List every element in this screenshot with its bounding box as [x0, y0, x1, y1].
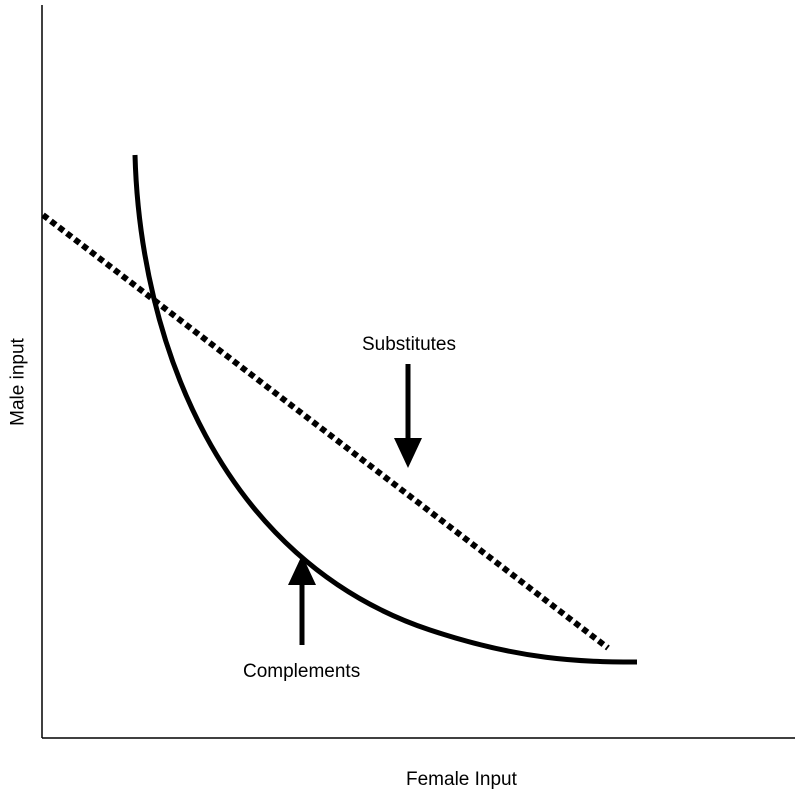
substitutes-arrow [394, 364, 422, 468]
complements-arrow [288, 555, 316, 645]
complements-label: Complements [243, 661, 361, 682]
y-axis-label: Male input [7, 338, 29, 426]
x-axis-label: Female Input [406, 769, 517, 790]
substitutes-line [41, 212, 610, 651]
complements-curve [132, 154, 638, 665]
axes [41, 5, 795, 739]
substitutes-label: Substitutes [362, 334, 456, 355]
